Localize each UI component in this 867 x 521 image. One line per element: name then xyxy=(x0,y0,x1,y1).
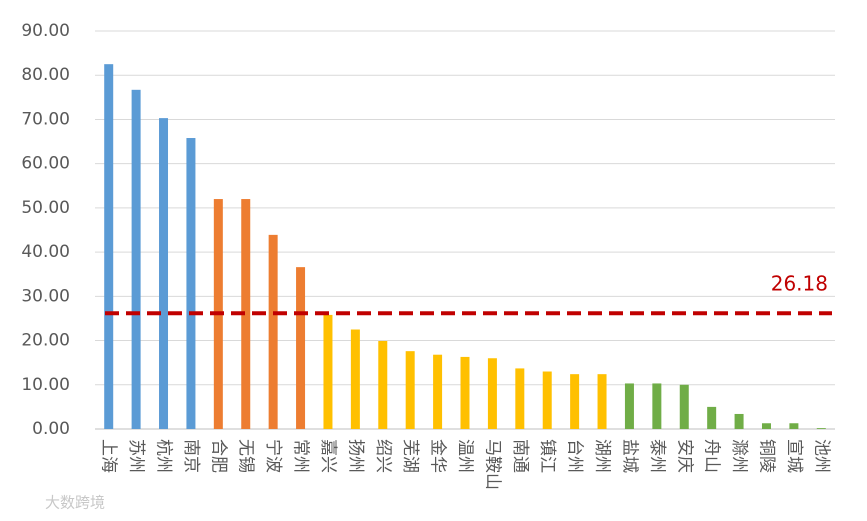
bar xyxy=(104,64,114,430)
x-tick-label: 台州 xyxy=(565,439,585,473)
bar xyxy=(268,234,278,429)
bar xyxy=(323,314,333,429)
bar xyxy=(597,374,607,429)
bar xyxy=(570,374,580,429)
x-tick-label: 温州 xyxy=(455,439,475,473)
bar xyxy=(515,368,525,429)
y-tick-label: 80.00 xyxy=(21,65,70,85)
watermark: 大数跨境 xyxy=(45,494,105,512)
x-tick-label: 南京 xyxy=(181,439,201,473)
bar xyxy=(241,199,251,429)
bar xyxy=(460,356,470,429)
y-tick-label: 30.00 xyxy=(21,286,70,306)
bar xyxy=(761,423,771,429)
x-tick-label: 镇江 xyxy=(537,439,557,473)
x-tick-label: 宣城 xyxy=(784,439,804,473)
x-tick-label: 上海 xyxy=(99,439,119,473)
y-tick-label: 90.00 xyxy=(21,21,70,41)
y-tick-label: 0.00 xyxy=(32,419,70,439)
bar xyxy=(707,406,717,429)
bar xyxy=(487,358,497,429)
x-tick-label: 绍兴 xyxy=(373,439,393,473)
x-tick-label: 铜陵 xyxy=(756,439,776,473)
x-tick-label: 扬州 xyxy=(345,439,365,473)
y-tick-label: 10.00 xyxy=(21,375,70,395)
bar xyxy=(679,384,689,429)
bar xyxy=(131,89,141,429)
x-tick-label: 南通 xyxy=(510,439,530,473)
y-tick-label: 20.00 xyxy=(21,331,70,351)
x-tick-label: 金华 xyxy=(428,439,448,473)
x-tick-label: 宁波 xyxy=(263,439,283,473)
y-tick-label: 70.00 xyxy=(21,109,70,129)
x-tick-label: 嘉兴 xyxy=(318,439,338,473)
bar xyxy=(350,329,360,429)
bar xyxy=(624,383,634,429)
bar xyxy=(734,413,744,429)
x-tick-label: 盐城 xyxy=(619,439,639,473)
x-tick-label: 滁州 xyxy=(729,439,749,473)
bar xyxy=(652,383,662,429)
bar xyxy=(789,423,799,429)
bar xyxy=(816,428,826,429)
bar xyxy=(296,267,306,429)
bar xyxy=(159,118,169,430)
bar xyxy=(405,351,415,429)
x-tick-label: 马鞍山 xyxy=(482,439,502,490)
x-tick-label: 常州 xyxy=(291,439,311,473)
x-tick-label: 无锡 xyxy=(236,439,256,473)
bar xyxy=(433,354,443,429)
y-tick-label: 50.00 xyxy=(21,198,70,218)
x-tick-label: 湖州 xyxy=(592,439,612,473)
x-tick-label: 杭州 xyxy=(154,439,174,473)
bar xyxy=(186,138,196,430)
x-tick-label: 芜湖 xyxy=(400,439,420,473)
x-tick-label: 安庆 xyxy=(674,439,694,473)
bar xyxy=(542,371,552,429)
bar xyxy=(378,340,388,429)
y-tick-label: 40.00 xyxy=(21,242,70,262)
x-tick-label: 池州 xyxy=(811,439,831,473)
x-tick-label: 合肥 xyxy=(208,439,228,473)
x-tick-label: 苏州 xyxy=(126,439,146,473)
x-tick-label: 舟山 xyxy=(702,439,722,473)
y-tick-label: 60.00 xyxy=(21,154,70,174)
x-tick-label: 泰州 xyxy=(647,439,667,473)
reference-label: 26.18 xyxy=(771,272,828,296)
